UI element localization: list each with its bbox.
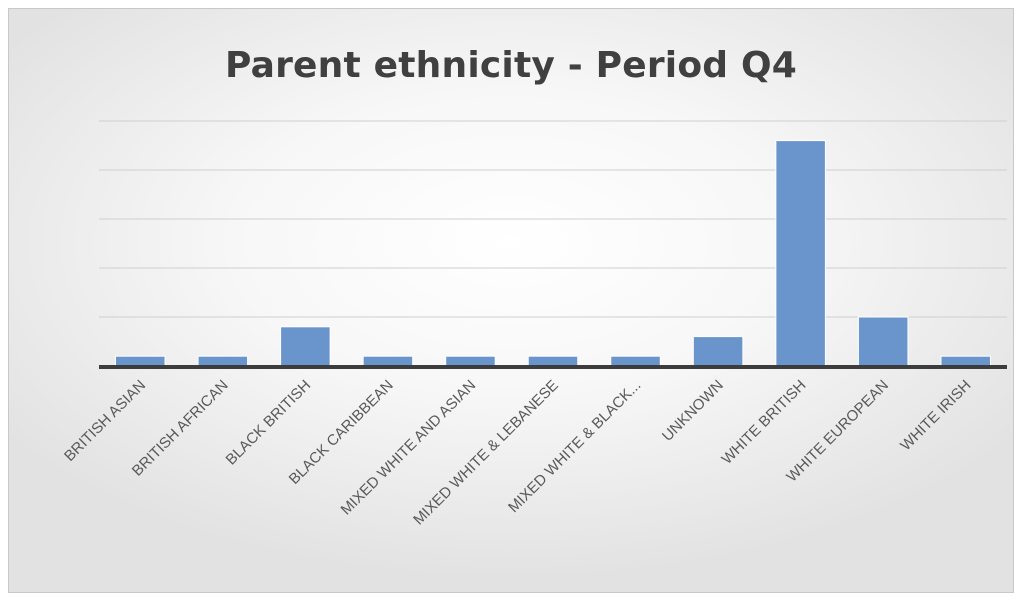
bar — [280, 326, 331, 367]
bar — [940, 355, 991, 367]
bar — [775, 140, 826, 367]
bar — [115, 355, 166, 367]
x-tick-label: MIXED WHITE & LEBANESE — [410, 377, 562, 529]
bar — [362, 355, 414, 367]
chart-area: Parent ethnicity - Period Q4 BRITISH ASI… — [8, 8, 1014, 593]
bar — [527, 355, 579, 367]
chart-title: Parent ethnicity - Period Q4 — [224, 45, 798, 86]
x-tick-label: WHITE BRITISH — [718, 377, 809, 468]
bar — [197, 355, 249, 367]
x-tick-label: WHITE IRISH — [897, 377, 974, 454]
x-tick-label: BLACK BRITISH — [223, 377, 315, 469]
bar — [857, 316, 909, 367]
x-tick-label: BRITISH ASIAN — [61, 377, 149, 465]
bar — [692, 336, 744, 367]
x-tick-label: MIXED WHITE AND ASIAN — [338, 377, 480, 519]
x-tick-label: MIXED WHITE & BLACK... — [505, 377, 644, 516]
bar — [610, 355, 661, 367]
bar — [445, 355, 496, 367]
x-tick-label: UNKNOWN — [659, 377, 727, 445]
